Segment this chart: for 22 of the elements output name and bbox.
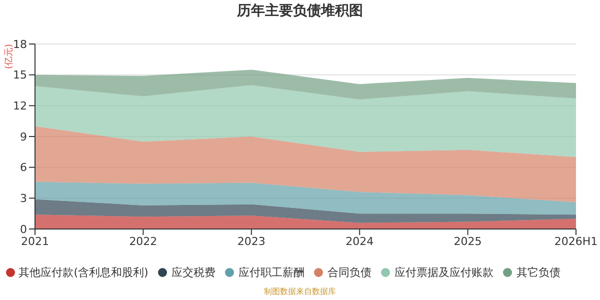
y-tick-label: 6 bbox=[20, 161, 27, 174]
x-tick-label: 2024 bbox=[346, 234, 374, 248]
text: 制图数据来自数据库 bbox=[263, 286, 337, 297]
x-tick-label: 2022 bbox=[129, 234, 158, 248]
chart-title: 历年主要负债堆积图 bbox=[236, 2, 364, 20]
y-tick-label: 18 bbox=[13, 38, 27, 51]
y-tick-label: 9 bbox=[20, 130, 27, 144]
y-axis-title: (亿元) bbox=[4, 44, 14, 70]
x-tick-label: 2025 bbox=[454, 234, 482, 248]
y-tick-label: 12 bbox=[13, 100, 27, 113]
legend-label: 其它负债 bbox=[516, 266, 560, 279]
legend-label: 合同负债 bbox=[327, 266, 372, 279]
x-tick-label: 2023 bbox=[237, 234, 266, 248]
x-tick-label: 2026H1 bbox=[554, 234, 598, 248]
legend-label: 其他应付款(含利息和股利) bbox=[18, 266, 148, 279]
y-tick-label: 0 bbox=[20, 222, 27, 236]
y-tick-label: 15 bbox=[13, 68, 27, 82]
legend-label: 应付职工薪酬 bbox=[238, 266, 304, 279]
legend-label: 应付票据及应付账款 bbox=[394, 266, 494, 279]
x-tick-label: 2021 bbox=[21, 234, 49, 248]
legend-label: 应交税费 bbox=[171, 266, 216, 279]
y-tick-label: 3 bbox=[20, 192, 27, 206]
